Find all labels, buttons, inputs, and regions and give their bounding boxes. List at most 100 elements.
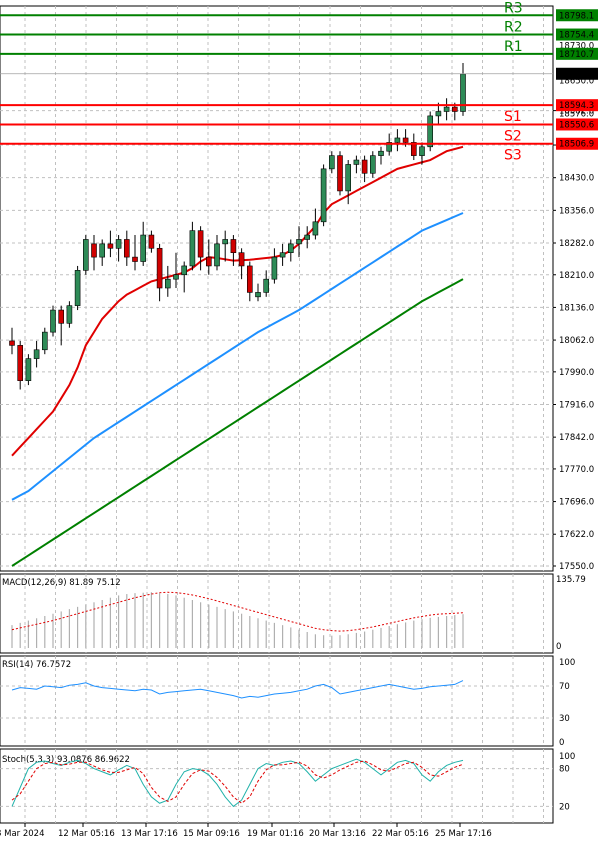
candle-body: [197, 230, 204, 258]
level-price-label: 18506.9: [559, 140, 594, 150]
stoch-d-line: [11, 760, 464, 804]
candle-body: [419, 146, 425, 156]
y-tick-label: 18430.0: [559, 174, 594, 184]
candle-body: [255, 292, 261, 298]
candle-body: [304, 234, 311, 240]
level-price-box: [556, 137, 598, 150]
stoch-tick-label: 80: [559, 765, 570, 775]
rsi-panel: RSI(14) 76.7572 100 70 30 0: [0, 655, 575, 748]
candle-body: [58, 309, 65, 324]
candle-body: [115, 239, 122, 249]
candle-body: [337, 155, 343, 192]
candle-body: [25, 358, 32, 381]
y-tick-label: 17696.0: [559, 498, 594, 508]
level-name-r1: R1: [504, 39, 523, 55]
candle-body: [148, 234, 155, 249]
candle-body: [66, 305, 73, 324]
candle-body: [279, 252, 286, 258]
level-name-s2: S2: [504, 128, 522, 144]
level-price-box: [556, 28, 598, 41]
candle-body: [394, 137, 401, 143]
y-tick-label: 17916.0: [559, 400, 594, 410]
level-price-box: [556, 9, 598, 22]
x-tick-label: 25 Mar 17:16: [435, 829, 492, 839]
stoch-tick-label: 20: [559, 802, 570, 812]
y-tick-label: 18210.0: [559, 271, 594, 281]
stoch-panel: Stoch(5,3,3) 93.0876 86.9622 100 80 20: [0, 748, 575, 824]
y-tick-label: 18062.0: [559, 336, 594, 346]
candle-body: [189, 230, 196, 267]
y-tick-label-faint: 18730.0: [559, 41, 594, 51]
macd-label: MACD(12,26,9) 81.89 75.12: [2, 578, 121, 588]
candle-body: [263, 278, 270, 293]
rsi-tick-label: 70: [559, 682, 570, 692]
candle-body: [107, 243, 114, 249]
x-tick-label: 15 Mar 09:16: [183, 829, 240, 839]
x-tick-label: 19 Mar 01:16: [247, 829, 304, 839]
candle-body: [353, 159, 360, 165]
level-price-box: [556, 118, 598, 131]
y-tick-label-faint: 18650.0: [559, 77, 594, 87]
macd-top-tick: 135.79: [556, 575, 586, 585]
stoch-label: Stoch(5,3,3) 93.0876 86.9622: [2, 755, 130, 765]
ma-blue-line: [11, 212, 464, 501]
candle-body: [83, 239, 89, 271]
level-name-r3: R3: [504, 0, 523, 16]
current-price-label: 18665.5: [559, 70, 594, 80]
x-tick-label: 12 Mar 05:16: [58, 829, 115, 839]
level-price-label: 18550.6: [559, 120, 594, 130]
candle-body: [132, 256, 138, 262]
candle-body: [378, 150, 384, 156]
x-axis: 8 Mar 2024 12 Mar 05:16 13 Mar 17:16 15 Mar…: [0, 823, 492, 839]
candle-body: [238, 252, 245, 267]
candle-body: [230, 239, 237, 253]
rsi-line: [11, 680, 464, 699]
ma-green-line: [11, 278, 464, 567]
rsi-tick-label: 100: [559, 658, 575, 668]
level-price-label: 18594.3: [559, 101, 594, 111]
level-price-label: 18754.4: [559, 31, 594, 41]
candle-body: [427, 115, 434, 148]
rsi-label: RSI(14) 76.7572: [2, 660, 71, 670]
candle-body: [41, 331, 48, 351]
candle-body: [206, 256, 212, 267]
candle-body: [410, 142, 417, 156]
y-tick-label: 18356.0: [559, 206, 594, 216]
y-tick-label: 17622.0: [559, 530, 594, 540]
candle-body: [222, 239, 228, 245]
current-price-box: [556, 67, 598, 80]
candle-body: [402, 137, 409, 143]
macd-panel: MACD(12,26,9) 81.89 75.12 135.79 0: [0, 573, 586, 654]
level-price-label: 18710.7: [559, 50, 594, 60]
panel-frame: [0, 655, 554, 747]
main-price-panel: 18582.018504.018430.018356.018282.018210…: [0, 0, 598, 572]
y-tick-label: 17842.0: [559, 433, 594, 443]
candle-body: [165, 278, 171, 289]
macd-bottom-tick: 0: [556, 642, 561, 652]
candle-body: [386, 142, 393, 152]
candle-body: [361, 159, 368, 174]
level-price-label: 18798.1: [559, 11, 594, 21]
x-tick-label: 22 Mar 05:16: [372, 829, 429, 839]
level-name-s3: S3: [504, 148, 522, 164]
candle-body: [247, 265, 253, 293]
candle-body: [345, 164, 352, 192]
candle-body: [9, 340, 15, 346]
candle-body: [369, 155, 376, 174]
level-name-r2: R2: [504, 20, 523, 36]
level-price-box: [556, 99, 598, 112]
candle-body: [17, 345, 24, 381]
y-tick-label: 18282.0: [559, 239, 594, 249]
candle-body: [99, 243, 105, 258]
candle-body: [312, 221, 319, 236]
candle-body: [140, 234, 146, 262]
candle-body: [74, 270, 81, 306]
y-tick-label: 17550.0: [559, 562, 594, 572]
stoch-k-line: [11, 758, 464, 808]
panel-frame: [0, 748, 554, 824]
panel-frame: [0, 5, 554, 572]
y-tick-label-faint: 18576.0: [559, 109, 594, 119]
candle-body: [320, 168, 327, 223]
y-tick-label: 18582.0: [559, 107, 594, 117]
